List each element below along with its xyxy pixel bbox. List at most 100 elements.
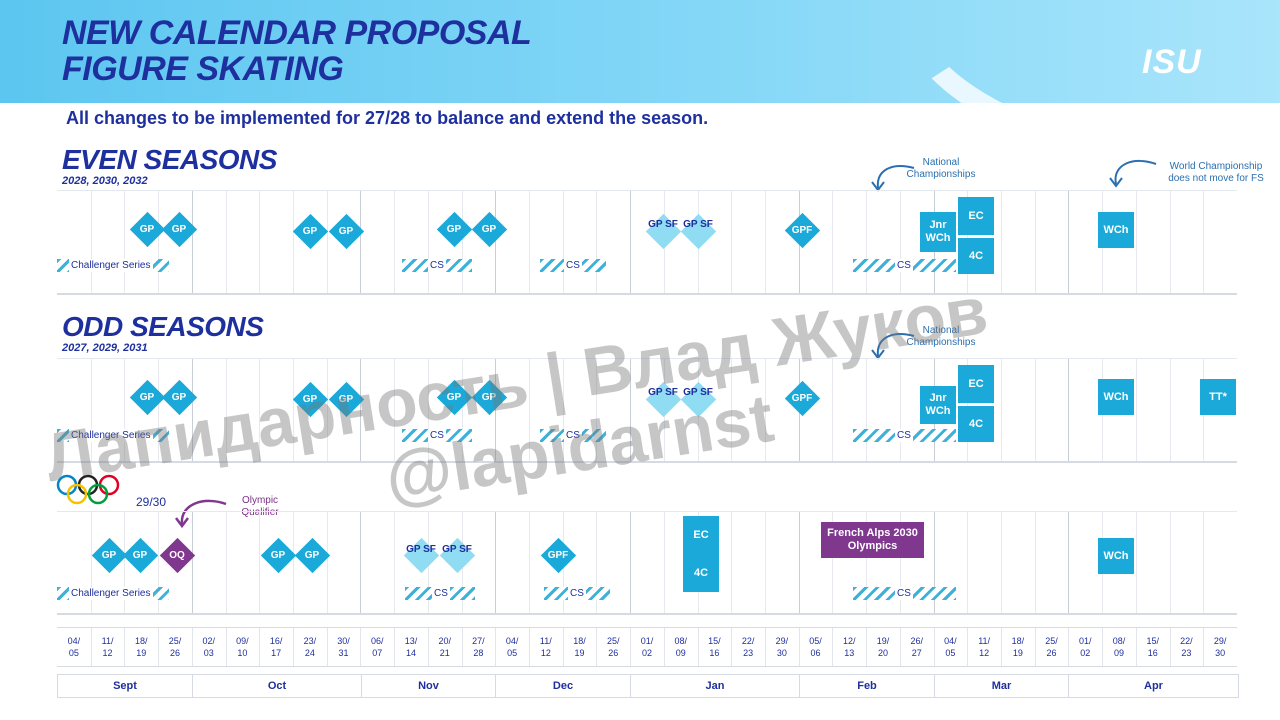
gp-sf-label: GP SF: [683, 387, 713, 398]
week-date-label: 04/05: [67, 636, 81, 658]
week-dates-row: 04/05 11/12 18/19 25/26 02/03 09/10 16/17 23/24…: [57, 627, 1237, 667]
oq-label: OQ: [169, 550, 185, 561]
gp-label: GP: [270, 550, 286, 561]
month-label: Jan: [631, 675, 800, 697]
gpf-label: GPF: [791, 393, 813, 404]
week-date-label: 04/05: [944, 636, 957, 658]
week-date-label: 19/20: [876, 636, 890, 658]
european-championships: EC: [958, 365, 994, 403]
week-date-label: 11/12: [978, 636, 991, 658]
cs-label: CS: [564, 259, 582, 272]
challenger-series-label: Challenger Series: [69, 259, 153, 272]
week-date-label: 15/16: [1146, 636, 1159, 658]
gp-sf-label: GP SF: [442, 544, 472, 555]
cs-label: CS: [568, 587, 586, 600]
subtitle: All changes to be implemented for 27/28 …: [66, 108, 709, 128]
cs-label: CS: [564, 429, 582, 442]
week-date-label: 27/28: [472, 636, 485, 658]
month-label: Mar: [935, 675, 1069, 697]
week-date-label: 18/19: [573, 636, 586, 658]
week-date-label: 09/10: [236, 636, 249, 658]
junior-world-championships: Jnr WCh: [920, 212, 956, 252]
week-date-label: 02/03: [202, 636, 215, 658]
month-label: Sept: [58, 675, 193, 697]
odd-national-note: National Championships: [906, 325, 976, 348]
cs-label: CS: [895, 587, 913, 600]
world-championships: WCh: [1098, 212, 1134, 248]
gp-label: GP: [304, 550, 320, 561]
week-date-label: 23/24: [303, 636, 317, 658]
team-trophy: TT*: [1200, 379, 1236, 415]
olympic-rings-icon: [56, 474, 120, 505]
olympic-qualifier-arrow-icon: [175, 499, 227, 529]
week-date-label: 08/09: [674, 636, 687, 658]
week-date-label: 22/23: [741, 636, 755, 658]
gp-label: GP: [132, 550, 148, 561]
week-date-label: 18/19: [135, 636, 148, 658]
gp-label: GP: [302, 394, 318, 405]
gp-sf-label: GP SF: [683, 219, 713, 230]
week-date-label: 13/14: [404, 636, 418, 658]
month-label: Feb: [800, 675, 935, 697]
month-label: Apr: [1144, 680, 1163, 692]
gp-label: GP: [338, 394, 354, 405]
week-date-label: 12/13: [843, 636, 856, 658]
world-championships: WCh: [1098, 538, 1134, 574]
cs-label: CS: [428, 259, 446, 272]
even-national-note: National Championships: [906, 157, 976, 180]
gp-sf-label: GP SF: [648, 219, 678, 230]
even-seasons-panel: GP GP GP GP GP GP GP SF GP SF GPF Jnr WC…: [57, 190, 1237, 295]
week-date-label: 25/26: [1045, 636, 1058, 658]
four-continents-championships: 4C: [683, 554, 719, 592]
even-seasons-years: 2028, 2030, 2032: [62, 175, 148, 187]
odd-seasons-title: ODD SEASONS: [62, 311, 264, 342]
gp-sf-label: GP SF: [406, 544, 436, 555]
week-date-label: 30/31: [337, 636, 350, 658]
isu-logo: ISU: [1142, 43, 1202, 81]
world-championship-arrow-icon: [1109, 159, 1157, 188]
gp-label: GP: [302, 226, 318, 237]
week-date-label: 22/23: [1180, 636, 1193, 658]
week-date-label: 15/16: [708, 636, 721, 658]
week-date-label: 16/17: [269, 636, 283, 658]
months-row: Sept Oct Nov Dec Jan Feb Mar Apr: [57, 674, 1239, 698]
title-line-2: FIGURE SKATING: [62, 50, 344, 88]
week-date-label: 26/27: [910, 636, 923, 658]
week-date-label: 29/30: [1213, 636, 1227, 658]
four-continents-championships: 4C: [958, 406, 994, 442]
week-date-label: 06/07: [371, 636, 384, 658]
gp-label: GP: [101, 550, 117, 561]
cs-label: CS: [895, 429, 913, 442]
world-championships: WCh: [1098, 379, 1134, 415]
week-date-label: 01/02: [1079, 636, 1092, 658]
month-label: Nov: [362, 675, 496, 697]
header-banner: NEW CALENDAR PROPOSAL FIGURE SKATING ISU: [0, 0, 1280, 103]
gp-label: GP: [139, 392, 155, 403]
month-label: Oct: [193, 675, 362, 697]
gp-label: GP: [171, 392, 187, 403]
week-date-label: 11/12: [539, 636, 552, 658]
week-date-label: 04/05: [505, 636, 519, 658]
world-championship-note: World Championship does not move for FS: [1168, 161, 1264, 184]
week-date-label: 11/12: [101, 636, 114, 658]
gp-sf-label: GP SF: [648, 387, 678, 398]
gpf-label: GPF: [791, 225, 813, 236]
title-line-1: NEW CALENDAR PROPOSAL: [62, 14, 532, 52]
gpf-label: GPF: [547, 550, 569, 561]
cs-label: CS: [432, 587, 450, 600]
olympic-season-panel: GP GP OQ GP GP GP SF GP SF GPF EC 4C Fre…: [57, 511, 1237, 615]
week-date-label: 05/06: [809, 636, 822, 658]
gp-label: GP: [139, 224, 155, 235]
junior-world-championships: Jnr WCh: [920, 386, 956, 424]
cs-label: CS: [895, 259, 913, 272]
european-championships: EC: [683, 516, 719, 554]
week-date-label: 25/26: [168, 636, 182, 658]
week-date-label: 25/26: [607, 636, 620, 658]
odd-seasons-years: 2027, 2029, 2031: [62, 342, 148, 354]
olympic-season-label: 29/30: [136, 495, 167, 509]
week-date-label: 29/30: [775, 636, 789, 658]
olympic-games-box: French Alps 2030 Olympics: [821, 522, 924, 558]
week-date-label: 01/02: [640, 636, 654, 658]
month-label: Dec: [496, 675, 631, 697]
cs-label: CS: [428, 429, 446, 442]
